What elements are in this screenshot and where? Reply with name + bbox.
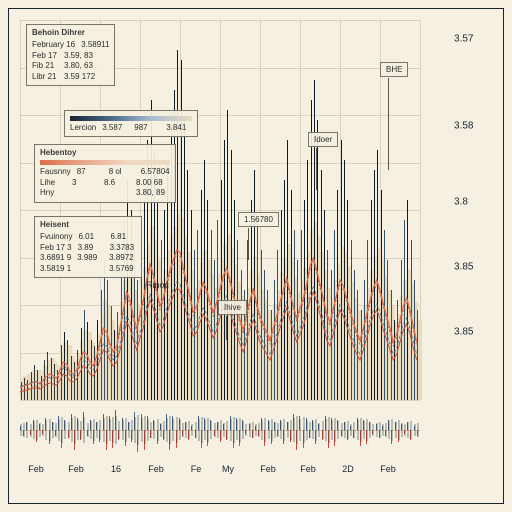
x-tick: Feb — [68, 464, 84, 474]
x-tick: Feb — [28, 464, 44, 474]
oscillator-chart[interactable] — [20, 405, 420, 455]
callout-0[interactable]: BHE — [380, 62, 408, 77]
callout-line — [248, 228, 249, 260]
x-tick: Feb — [260, 464, 276, 474]
x-tick: 2D — [342, 464, 354, 474]
data-panel-p2[interactable]: Lercion3.5879873.841 — [64, 110, 198, 137]
data-panel-p3[interactable]: HebentoyFausnny878 ol6.57804Lihe38.68.00… — [34, 144, 176, 203]
y-axis: 3.57 3.58 3.8 3.85 3.85 — [450, 20, 496, 400]
data-panel-p4[interactable]: HeisentFvuinony6.016.81Feb 17 33.893.378… — [34, 216, 142, 278]
callout-3[interactable]: Ihive — [218, 300, 247, 315]
y-tick: 3.85 — [454, 262, 473, 273]
gradient-strip — [40, 160, 170, 165]
x-tick: Feb — [300, 464, 316, 474]
x-tick: My — [222, 464, 234, 474]
panel-header: Hebentoy — [40, 148, 170, 158]
callout-line — [226, 316, 227, 340]
x-tick: Fe — [191, 464, 202, 474]
y-tick: 3.57 — [454, 34, 473, 45]
y-tick: 3.8 — [454, 197, 468, 208]
callout-1[interactable]: 1.56780 — [238, 212, 279, 227]
callout-2[interactable]: Idoer — [308, 132, 338, 147]
panel-header: Behoin Dihrer — [32, 28, 109, 38]
x-tick: 16 — [111, 464, 121, 474]
y-tick: 3.58 — [454, 121, 473, 132]
data-panel-p1[interactable]: Behoin DihrerFebruary 163.58911Feb 173.5… — [26, 24, 115, 86]
x-axis: Feb Feb 16 Feb Fe My Feb Feb 2D Feb — [20, 460, 420, 480]
label-0: Rinoc — [146, 280, 169, 290]
x-tick: Feb — [380, 464, 396, 474]
callout-line — [316, 148, 317, 190]
gradient-strip — [70, 116, 192, 121]
panel-header: Heisent — [40, 220, 136, 230]
x-tick: Feb — [148, 464, 164, 474]
y-tick: 3.85 — [454, 326, 473, 337]
callout-line — [388, 78, 389, 170]
